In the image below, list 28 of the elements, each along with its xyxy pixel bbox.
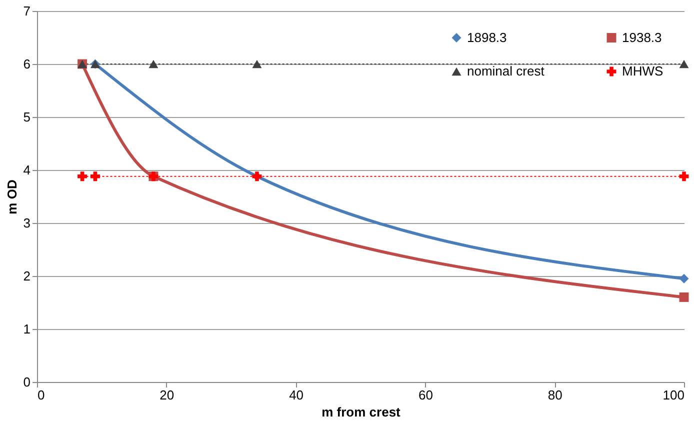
y-tick-label: 1	[23, 322, 30, 336]
legend-label: MHWS	[622, 64, 664, 78]
y-tick-label: 3	[23, 216, 30, 230]
legend-label: 1938.3	[622, 30, 662, 45]
point	[148, 60, 158, 68]
y-tick-label: 2	[23, 268, 30, 284]
y-tick-label: 4	[23, 162, 30, 178]
x-tick-label: 20	[160, 388, 174, 402]
point	[679, 274, 689, 284]
point	[679, 292, 689, 302]
y-tick-label: 5	[23, 110, 30, 124]
x-tick-label: 100	[662, 388, 684, 402]
point	[679, 172, 689, 182]
y-axis-title: m OD	[4, 180, 20, 214]
x-tick-label: 60	[418, 388, 433, 402]
point	[679, 60, 689, 68]
y-tick-label: 6	[23, 56, 30, 72]
point	[78, 172, 88, 182]
x-tick-label: 40	[289, 388, 304, 402]
point	[252, 60, 262, 68]
legend-label: nominal crest	[467, 64, 545, 78]
y-tick-label: 0	[23, 374, 30, 390]
point	[90, 172, 100, 182]
x-tick-label: 0	[38, 388, 45, 402]
x-tick-label: 80	[548, 388, 562, 402]
x-axis-title: m from crest	[322, 404, 402, 420]
legend-label: 1898.3	[467, 30, 507, 45]
y-tick-label: 7	[23, 4, 30, 18]
